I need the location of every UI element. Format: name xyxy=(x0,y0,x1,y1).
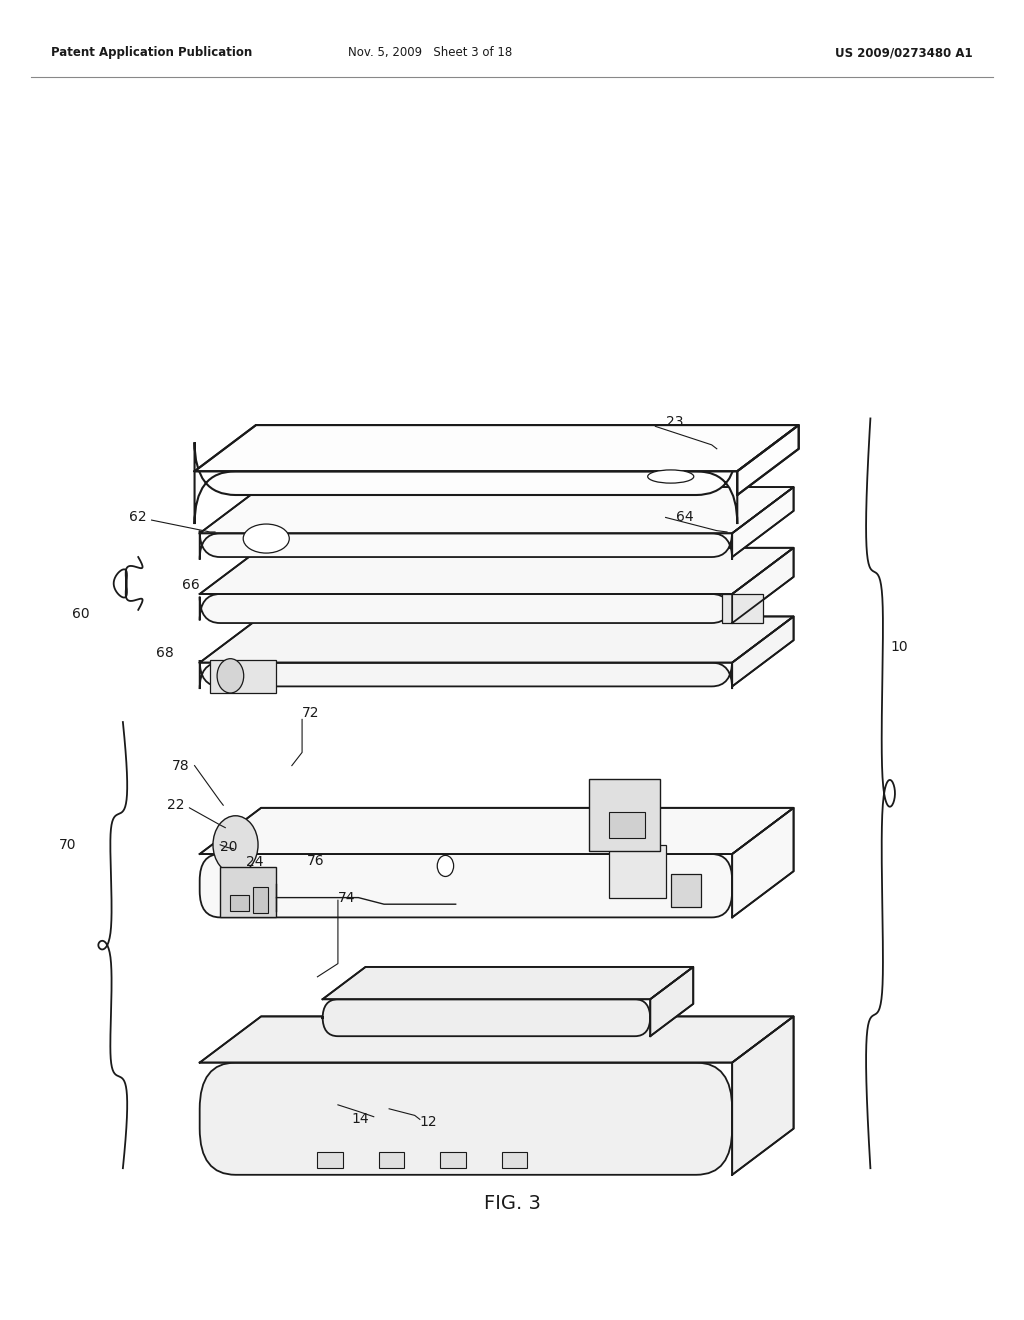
Text: Nov. 5, 2009   Sheet 3 of 18: Nov. 5, 2009 Sheet 3 of 18 xyxy=(348,46,512,59)
Text: 72: 72 xyxy=(302,706,319,719)
Text: 20: 20 xyxy=(220,841,238,854)
Bar xyxy=(230,895,249,911)
Bar xyxy=(589,779,660,851)
Text: 12: 12 xyxy=(420,1115,437,1129)
Text: 74: 74 xyxy=(338,891,355,904)
Polygon shape xyxy=(200,808,794,854)
Text: 62: 62 xyxy=(129,511,146,524)
Circle shape xyxy=(437,855,454,876)
Bar xyxy=(502,1152,527,1168)
Polygon shape xyxy=(195,425,799,471)
FancyBboxPatch shape xyxy=(200,594,732,623)
FancyBboxPatch shape xyxy=(200,854,732,917)
Bar xyxy=(210,660,276,693)
Text: 24: 24 xyxy=(246,855,263,869)
Bar xyxy=(317,1152,343,1168)
Polygon shape xyxy=(323,966,693,999)
Text: FIG. 3: FIG. 3 xyxy=(483,1195,541,1213)
Bar xyxy=(440,1152,466,1168)
Text: 23: 23 xyxy=(666,416,683,429)
Bar xyxy=(379,1152,404,1168)
Polygon shape xyxy=(200,1016,794,1063)
Circle shape xyxy=(217,659,244,693)
Text: 78: 78 xyxy=(172,759,189,772)
Ellipse shape xyxy=(648,470,694,483)
FancyBboxPatch shape xyxy=(323,999,650,1036)
Polygon shape xyxy=(732,487,794,557)
Text: 66: 66 xyxy=(182,578,200,591)
Bar xyxy=(253,887,268,913)
FancyBboxPatch shape xyxy=(200,531,732,560)
Polygon shape xyxy=(650,966,693,1036)
Text: 10: 10 xyxy=(891,640,908,653)
Ellipse shape xyxy=(244,524,290,553)
Polygon shape xyxy=(732,548,794,623)
Bar xyxy=(220,867,276,917)
Text: 60: 60 xyxy=(73,607,90,620)
FancyBboxPatch shape xyxy=(195,442,737,524)
Polygon shape xyxy=(737,425,799,495)
Text: 76: 76 xyxy=(307,854,325,867)
Polygon shape xyxy=(200,548,794,594)
Circle shape xyxy=(213,816,258,874)
Polygon shape xyxy=(732,808,794,917)
Text: 22: 22 xyxy=(167,799,184,812)
Bar xyxy=(671,874,701,907)
Text: 70: 70 xyxy=(59,838,77,851)
Polygon shape xyxy=(200,616,794,663)
Bar xyxy=(609,812,645,838)
Text: US 2009/0273480 A1: US 2009/0273480 A1 xyxy=(836,46,973,59)
Text: 68: 68 xyxy=(157,647,174,660)
Text: 64: 64 xyxy=(676,511,693,524)
Bar xyxy=(609,845,666,898)
FancyBboxPatch shape xyxy=(200,660,732,689)
Text: Patent Application Publication: Patent Application Publication xyxy=(51,46,253,59)
Polygon shape xyxy=(732,1016,794,1175)
FancyBboxPatch shape xyxy=(200,1063,732,1175)
Polygon shape xyxy=(200,487,794,533)
Text: 14: 14 xyxy=(351,1113,369,1126)
Bar xyxy=(722,594,763,623)
Polygon shape xyxy=(732,616,794,686)
